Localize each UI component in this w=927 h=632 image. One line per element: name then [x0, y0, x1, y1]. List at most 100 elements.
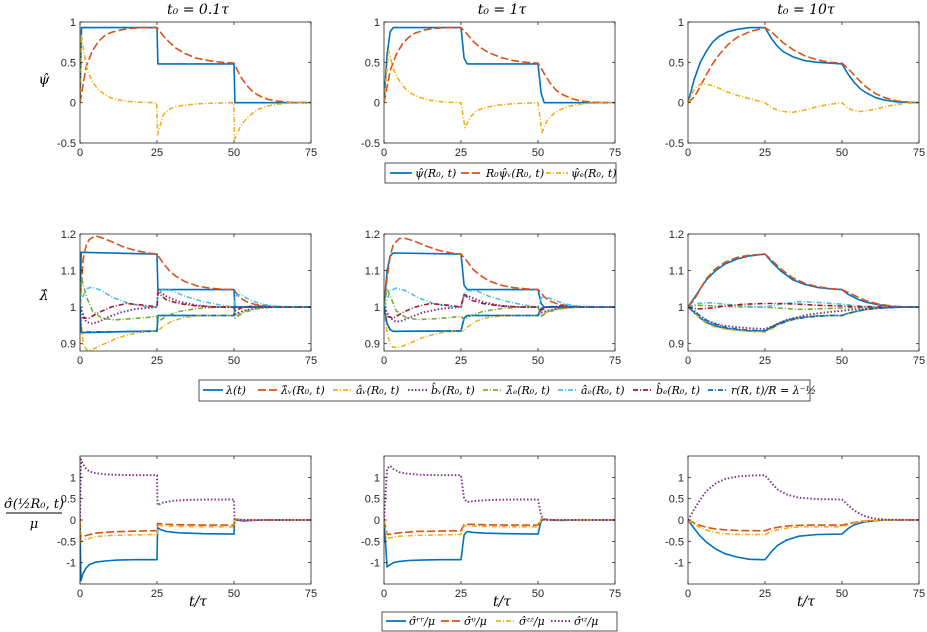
x-axis-label-col3: t/τ	[797, 594, 815, 610]
panel-r2-c2: 0 25 50 75 0.9 1 1.1 1.2	[365, 229, 621, 367]
column-title-2: t₀ = 1τ	[478, 2, 527, 18]
series-line-3	[688, 519, 919, 536]
series-line-8	[80, 291, 311, 319]
x-tick-label: 50	[836, 355, 848, 367]
x-tick-label: 25	[455, 355, 467, 367]
series-line-6	[688, 304, 919, 311]
legend-psi-label-2: R₀ψ̂ᵥ(R₀, t)	[485, 167, 544, 180]
y-tick-label: -1	[674, 558, 684, 570]
series-line-2	[384, 518, 615, 536]
y-tick-label: 0	[678, 98, 684, 110]
row-ylabel-psi: ψ̂	[39, 72, 51, 88]
y-tick-label: 1.2	[365, 229, 380, 241]
series-line-3	[80, 518, 311, 544]
x-tick-label: 75	[913, 355, 925, 367]
x-tick-label: 25	[455, 147, 467, 159]
x-tick-label: 25	[151, 588, 163, 600]
legend-psi: ψ̂(R₀, t) R₀ψ̂ᵥ(R₀, t) ψ̂ₑ(R₀, t)	[384, 162, 617, 184]
legend-lambda-label-2: λ̂ᵥ(R₀, t)	[280, 384, 325, 397]
row-ylabel-sigma-denominator: μ	[30, 517, 38, 532]
row-ylabel-sigma-numerator: σ̂(½R₀, t)	[4, 497, 64, 512]
panel-r1-c3: 0 25 50 75-0.500.51	[665, 17, 925, 159]
legend-sigma: σ̂ʳʳ/μ σ̂ᶥᶥ/μ σ̂ᶻᶻ/μ σ̂ᶥᶻ/μ	[381, 611, 618, 632]
y-tick-label: 0	[678, 515, 684, 527]
y-tick-label: 0.5	[61, 494, 76, 506]
x-tick-label: 25	[151, 147, 163, 159]
y-tick-label: -0.5	[57, 536, 76, 548]
series-line-5	[688, 306, 919, 331]
series-line-2	[80, 26, 311, 104]
x-tick-label: 50	[836, 147, 848, 159]
series-line-1	[688, 519, 919, 561]
y-tick-label: 1.2	[669, 229, 684, 241]
legend-lambda-label-5: λ̂ₑ(R₀, t)	[505, 384, 550, 397]
series-line-1	[80, 26, 311, 104]
x-tick-label: 75	[305, 355, 317, 367]
series-line-6	[80, 277, 311, 323]
x-tick-label: 50	[532, 355, 544, 367]
series-group	[80, 458, 311, 582]
x-tick-label: 75	[913, 588, 925, 600]
series-line-5	[384, 293, 615, 323]
series-line-1	[688, 26, 919, 104]
series-line-7	[384, 287, 615, 308]
x-tick-label: 25	[151, 355, 163, 367]
panels: 0 25 50 75-0.500.510 25 50 75-0.500.510 25 50 75-…	[57, 17, 925, 600]
axes-box	[383, 21, 616, 144]
y-tick-label: 1	[678, 472, 684, 484]
y-tick-label: 1	[374, 472, 380, 484]
panel-r1-c2: 0 25 50 75-0.500.51	[361, 17, 621, 159]
y-tick-label: -1	[370, 558, 380, 570]
legend-lambda-label-6: âₑ(R₀, t)	[581, 384, 625, 397]
y-tick-label: 1	[374, 302, 380, 314]
y-tick-label: -0.5	[57, 138, 76, 150]
y-tick-label: 0.9	[61, 339, 76, 351]
series-line-9	[80, 306, 311, 333]
y-tick-label: 0.5	[61, 57, 76, 69]
x-tick-label: 50	[532, 588, 544, 600]
y-tick-label: 1.2	[61, 229, 76, 241]
series-group	[384, 237, 615, 349]
x-axis-label-col2: t/τ	[493, 594, 511, 610]
y-tick-label: 1	[678, 302, 684, 314]
x-tick-label: 50	[228, 147, 240, 159]
legend-lambda-label-3: âᵥ(R₀, t)	[356, 384, 399, 397]
y-tick-label: 0.5	[669, 494, 684, 506]
panel-r2-c1: 0 25 50 75 0.9 1 1.1 1.2	[61, 229, 317, 367]
series-line-1	[688, 253, 919, 308]
series-group	[688, 26, 919, 114]
y-tick-label: 1.1	[61, 266, 76, 278]
x-tick-label: 75	[609, 355, 621, 367]
x-tick-label: 50	[836, 588, 848, 600]
y-tick-label: 0	[374, 515, 380, 527]
y-tick-label: -0.5	[361, 536, 380, 548]
plot-area	[80, 22, 311, 143]
y-tick-label: 1	[70, 17, 76, 29]
series-line-3	[688, 83, 919, 114]
series-line-4	[80, 306, 311, 351]
y-tick-label: -0.5	[665, 536, 684, 548]
axes-box	[79, 233, 312, 352]
x-tick-label: 0	[685, 355, 691, 367]
y-tick-label: 1	[70, 472, 76, 484]
y-tick-label: 1	[678, 17, 684, 29]
y-tick-label: 0	[70, 515, 76, 527]
series-line-1	[384, 26, 615, 104]
y-tick-label: 0.9	[669, 339, 684, 351]
panel-r3-c1: 0 25 50 75 -1 -0.5 0 0.5 1	[57, 455, 317, 600]
plot-area	[80, 234, 311, 351]
column-title-1: t₀ = 0.1τ	[167, 2, 229, 18]
y-tick-label: 0	[70, 98, 76, 110]
axes-box	[687, 21, 920, 144]
y-tick-label: 0.9	[365, 339, 380, 351]
legend-psi-label-1: ψ̂(R₀, t)	[415, 167, 456, 180]
legend-sigma-label-2: σ̂ᶥᶥ/μ	[464, 615, 487, 628]
plot-area	[384, 234, 615, 351]
legend-lambda-box	[198, 379, 811, 402]
y-tick-label: 1	[374, 17, 380, 29]
series-line-3	[688, 253, 919, 308]
legend-psi-label-3: ψ̂ₑ(R₀, t)	[571, 167, 617, 180]
series-line-3	[80, 235, 311, 308]
column-title-3: t₀ = 10τ	[777, 2, 835, 18]
